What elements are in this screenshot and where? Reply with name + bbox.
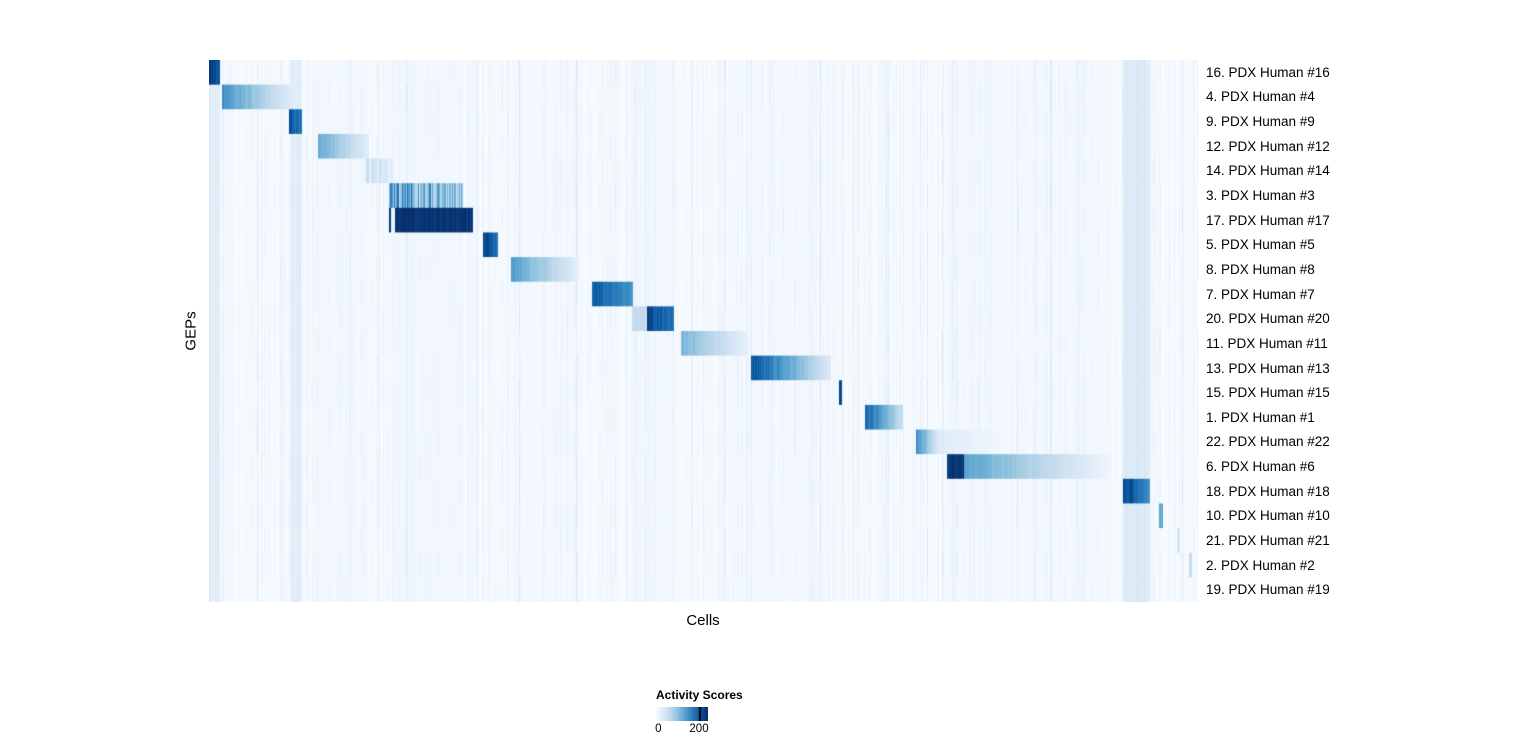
row-label: 3. PDX Human #3 xyxy=(1206,188,1315,204)
legend: Activity Scores 0 200 xyxy=(655,688,743,737)
row-label: 9. PDX Human #9 xyxy=(1206,114,1315,130)
y-axis-label: GEPs xyxy=(182,311,200,351)
row-label: 13. PDX Human #13 xyxy=(1206,360,1330,376)
row-label: 2. PDX Human #2 xyxy=(1206,557,1315,573)
row-label: 5. PDX Human #5 xyxy=(1206,237,1315,253)
row-label: 12. PDX Human #12 xyxy=(1206,138,1330,154)
row-label: 1. PDX Human #1 xyxy=(1206,409,1315,425)
row-label: 17. PDX Human #17 xyxy=(1206,212,1330,228)
row-label: 11. PDX Human #11 xyxy=(1206,335,1328,351)
row-label: 14. PDX Human #14 xyxy=(1206,163,1330,179)
row-label: 15. PDX Human #15 xyxy=(1206,385,1330,401)
row-label: 18. PDX Human #18 xyxy=(1206,483,1330,499)
heatmap-canvas xyxy=(209,60,1198,602)
row-label: 6. PDX Human #6 xyxy=(1206,459,1315,475)
row-label: 16. PDX Human #16 xyxy=(1206,64,1330,80)
row-label: 21. PDX Human #21 xyxy=(1206,532,1330,548)
row-label: 4. PDX Human #4 xyxy=(1206,89,1315,105)
legend-title: Activity Scores xyxy=(656,688,743,702)
row-label: 7. PDX Human #7 xyxy=(1206,286,1315,302)
row-label: 22. PDX Human #22 xyxy=(1206,434,1330,450)
legend-tick-200: 200 xyxy=(689,723,709,735)
row-labels: 16. PDX Human #16 4. PDX Human #4 9. PDX H… xyxy=(1206,60,1330,602)
x-axis-label: Cells xyxy=(686,612,720,629)
legend-tick-min: 0 xyxy=(655,723,662,735)
legend-colorbar xyxy=(656,707,708,721)
row-label: 8. PDX Human #8 xyxy=(1206,261,1315,277)
row-label: 10. PDX Human #10 xyxy=(1206,508,1330,524)
row-label: 20. PDX Human #20 xyxy=(1206,311,1330,327)
row-label: 19. PDX Human #19 xyxy=(1206,582,1330,598)
legend-ticks: 0 200 xyxy=(655,723,716,737)
